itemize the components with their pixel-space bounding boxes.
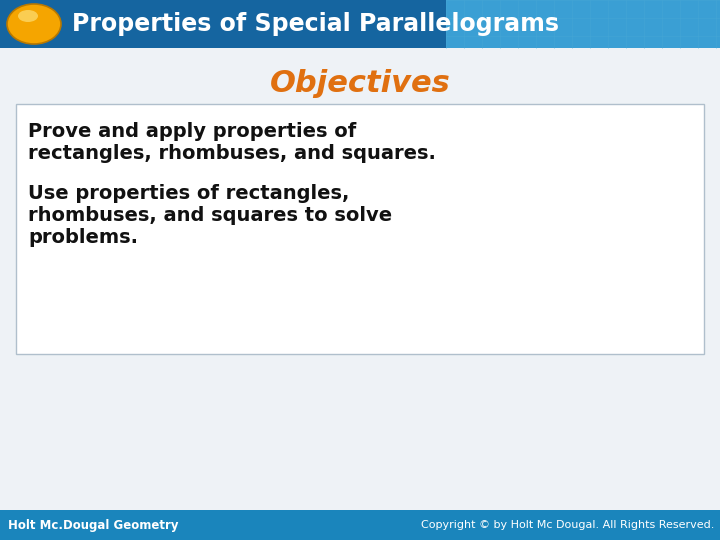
Text: Use properties of rectangles,: Use properties of rectangles, <box>28 184 349 203</box>
Text: Prove and apply properties of: Prove and apply properties of <box>28 122 356 141</box>
Text: Copyright © by Holt Mc Dougal. All Rights Reserved.: Copyright © by Holt Mc Dougal. All Right… <box>420 520 714 530</box>
Ellipse shape <box>7 4 61 44</box>
Text: Objectives: Objectives <box>269 70 451 98</box>
Bar <box>446 0 720 48</box>
Text: Properties of Special Parallelograms: Properties of Special Parallelograms <box>72 12 559 36</box>
FancyBboxPatch shape <box>16 104 704 354</box>
Text: Holt Mc.Dougal Geometry: Holt Mc.Dougal Geometry <box>8 518 179 531</box>
Text: rectangles, rhombuses, and squares.: rectangles, rhombuses, and squares. <box>28 144 436 163</box>
Bar <box>0 0 446 48</box>
Text: problems.: problems. <box>28 228 138 247</box>
Text: rhombuses, and squares to solve: rhombuses, and squares to solve <box>28 206 392 225</box>
Ellipse shape <box>18 10 38 22</box>
Bar <box>0 510 720 540</box>
